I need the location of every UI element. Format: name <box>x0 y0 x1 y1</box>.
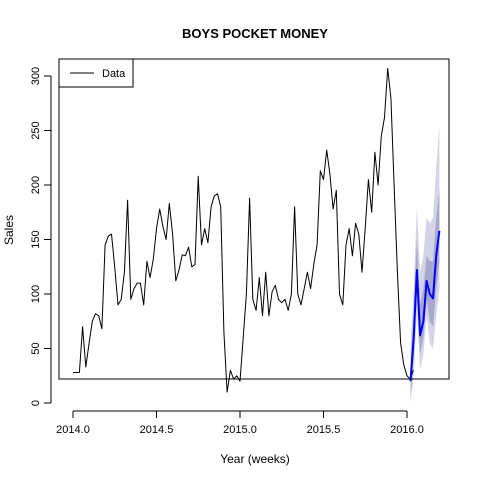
y-axis-label: Sales <box>2 215 16 245</box>
y-tick-label: 300 <box>30 67 42 85</box>
x-tick-label: 2014.5 <box>140 424 174 436</box>
y-tick-label: 100 <box>30 285 42 303</box>
plot-frame <box>58 58 450 380</box>
legend: Data <box>58 58 134 88</box>
y-tick-label: 0 <box>30 400 42 406</box>
series-lines <box>73 67 441 393</box>
y-tick-label: 200 <box>30 176 42 194</box>
x-axis-label: Year (weeks) <box>220 452 290 466</box>
forecast-95-interval <box>410 125 440 403</box>
y-axis: 0 50 100 150 200 250 300 <box>30 67 52 406</box>
legend-entry-data: Data <box>102 68 126 80</box>
y-tick-label: 250 <box>30 121 42 139</box>
y-tick-label: 50 <box>30 342 42 354</box>
chart-title: BOYS POCKET MONEY <box>182 26 328 41</box>
x-tick-label: 2015.0 <box>223 424 257 436</box>
x-tick-label: 2015.5 <box>307 424 341 436</box>
x-tick-label: 2014.0 <box>56 424 90 436</box>
y-tick-label: 150 <box>30 230 42 248</box>
x-axis: 2014.0 2014.5 2015.0 2015.5 2016.0 <box>56 410 424 436</box>
series-line-forecast <box>409 230 441 382</box>
x-tick-label: 2016.0 <box>390 424 424 436</box>
series-line-data <box>73 67 414 393</box>
